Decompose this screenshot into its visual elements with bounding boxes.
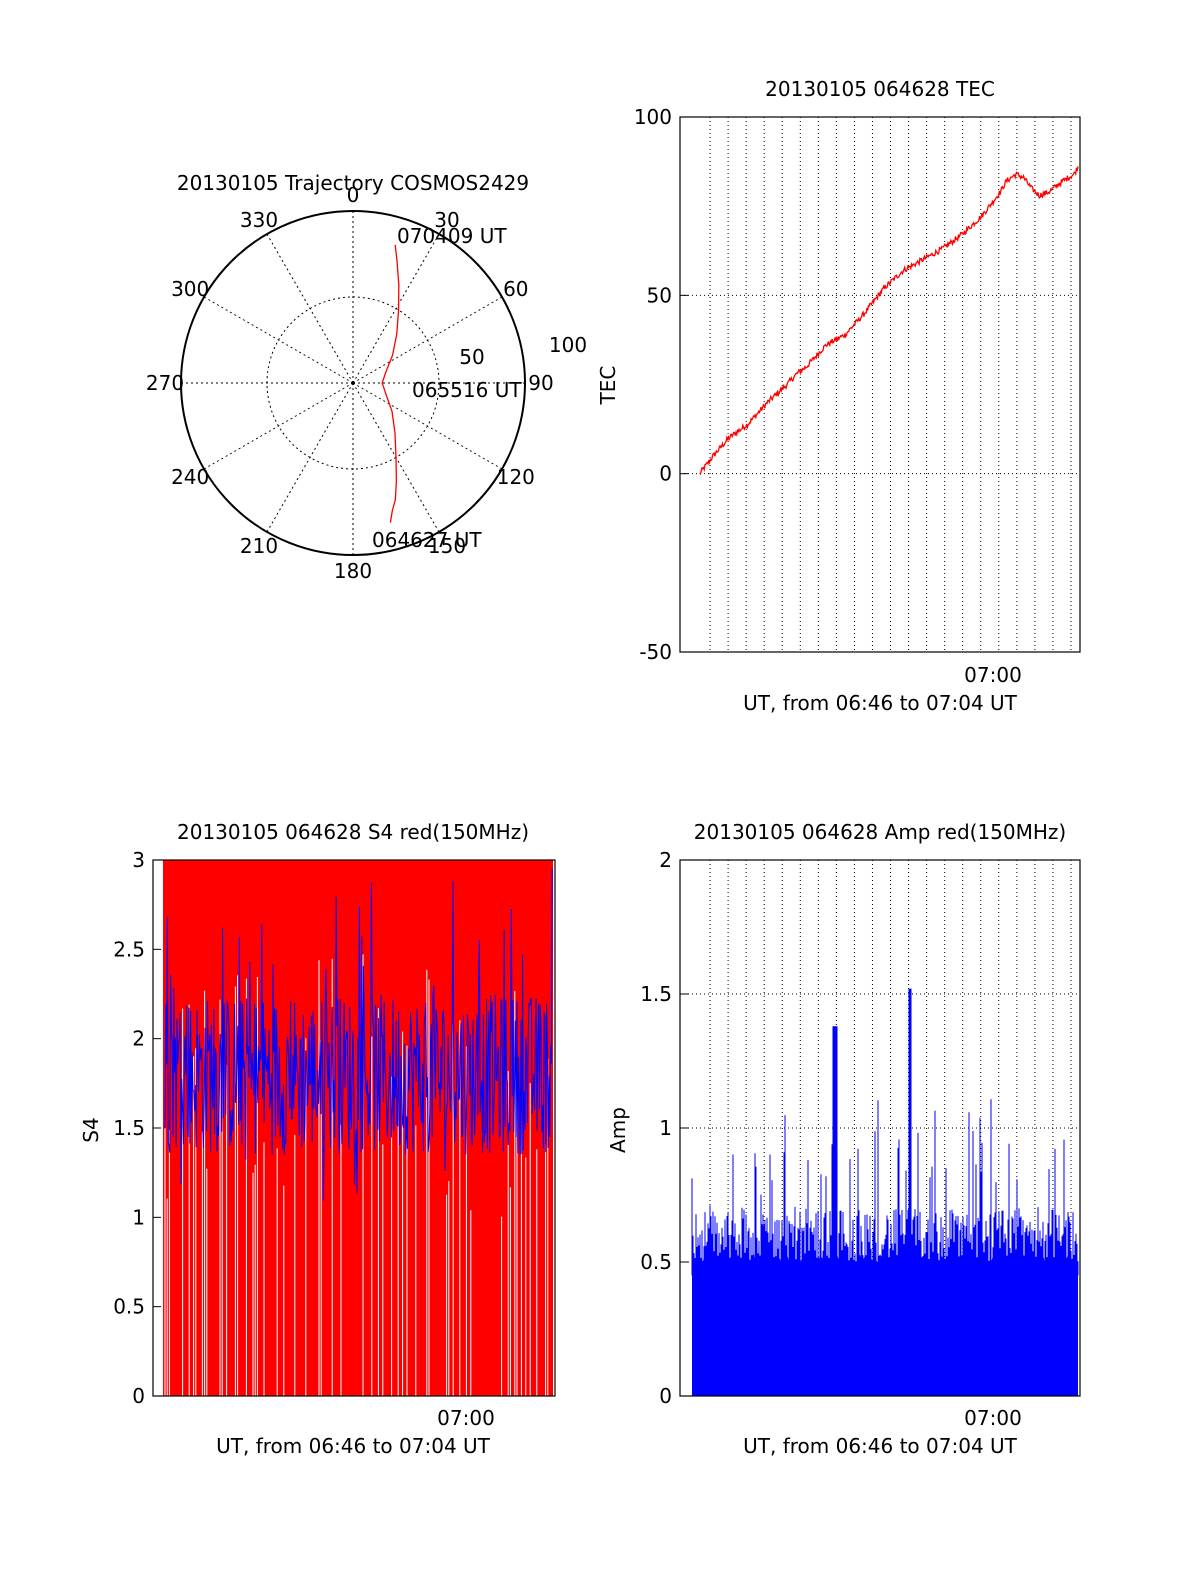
- s4-ylabel: S4: [79, 1117, 103, 1142]
- polar-azimuth-label-30: 30: [434, 208, 459, 232]
- s4-y-ticks: 0 0.5 1 1.5 2 2.5 3: [113, 848, 161, 1408]
- polar-annotation-start: 064627 UT: [372, 528, 482, 552]
- tec-ytick-label: 50: [647, 283, 672, 307]
- s4-xlabel: UT, from 06:46 to 07:04 UT: [216, 1434, 491, 1458]
- s4-ytick-label: 2: [132, 1027, 145, 1051]
- s4-ytick-label: 1: [132, 1205, 145, 1229]
- polar-annotation-mid: 065516 UT: [412, 378, 522, 402]
- s4-xtick-label: 07:00: [437, 1406, 495, 1430]
- polar-track-line: [381, 244, 400, 523]
- polar-azimuth-label-90: 90: [528, 371, 553, 395]
- polar-spoke-330: [266, 233, 354, 384]
- tec-xlabel: UT, from 06:46 to 07:04 UT: [743, 691, 1018, 715]
- amp-title: 20130105 064628 Amp red(150MHz): [694, 820, 1066, 844]
- polar-azimuth-label-150: 150: [428, 534, 466, 558]
- polar-azimuth-label-240: 240: [171, 465, 209, 489]
- amp-ytick-label: 1.5: [640, 982, 672, 1006]
- polar-spoke-240: [203, 382, 354, 470]
- tec-ytick-label: -50: [639, 640, 672, 664]
- polar-azimuth-label-330: 330: [240, 208, 278, 232]
- polar-spoke-30: [352, 233, 440, 384]
- amp-ylabel: Amp: [606, 1107, 630, 1153]
- tec-y-ticks: -50 0 50 100: [634, 105, 688, 664]
- polar-azimuth-label-270: 270: [146, 371, 184, 395]
- polar-azimuth-label-180: 180: [334, 559, 372, 583]
- amp-series-fill: [692, 1254, 1078, 1396]
- tec-ylabel: TEC: [596, 366, 620, 406]
- s4-ytick-label: 3: [132, 848, 145, 872]
- s4-ytick-label: 0.5: [113, 1295, 145, 1319]
- s4-ytick-label: 1.5: [113, 1116, 145, 1140]
- amp-ytick-label: 0: [659, 1384, 672, 1408]
- polar-radial-label-100: 100: [549, 333, 587, 357]
- tec-xtick-label: 07:00: [964, 663, 1022, 687]
- tec-series-line: [699, 166, 1079, 476]
- polar-spoke-120: [352, 382, 503, 470]
- amp-chart: 20130105 064628 Amp red(150MHz) 0 0.5 1 1.5…: [606, 820, 1081, 1458]
- polar-trajectory-chart: 20130105 Trajectory COSMOS2429 0 30 60 90 12…: [146, 171, 587, 583]
- polar-azimuth-label-0: 0: [347, 183, 360, 207]
- s4-ytick-label: 0: [132, 1384, 145, 1408]
- s4-chart: 20130105 064628 S4 red(150MHz) 0 0.5 1 1.5 2…: [79, 820, 556, 1458]
- tec-grid: [680, 117, 1080, 652]
- tec-title: 20130105 064628 TEC: [765, 77, 995, 101]
- amp-y-ticks: 0 0.5 1 1.5 2: [640, 848, 688, 1408]
- s4-ytick-label: 2.5: [113, 937, 145, 961]
- amp-ytick-label: 0.5: [640, 1250, 672, 1274]
- polar-azimuth-label-210: 210: [240, 534, 278, 558]
- tec-ytick-label: 100: [634, 105, 672, 129]
- amp-xtick-label: 07:00: [964, 1406, 1022, 1430]
- polar-azimuth-labels: 0 30 60 90 120 150 180 210 240 270 300 330: [146, 183, 554, 583]
- polar-azimuth-label-300: 300: [171, 277, 209, 301]
- polar-spoke-210: [266, 382, 354, 533]
- polar-azimuth-label-120: 120: [497, 465, 535, 489]
- tec-ytick-label: 0: [659, 462, 672, 486]
- amp-ytick-label: 2: [659, 848, 672, 872]
- polar-radial-label-50: 50: [459, 345, 484, 369]
- polar-spoke-300: [203, 296, 354, 384]
- polar-annotation-end: 070409 UT: [397, 224, 507, 248]
- s4-title: 20130105 064628 S4 red(150MHz): [177, 820, 529, 844]
- amp-xlabel: UT, from 06:46 to 07:04 UT: [743, 1434, 1018, 1458]
- tec-plot-frame: [679, 116, 1081, 653]
- s4-blue-series: [164, 868, 553, 1201]
- amp-series-spikes: [691, 988, 1079, 1276]
- polar-azimuth-label-60: 60: [503, 277, 528, 301]
- amp-ytick-label: 1: [659, 1116, 672, 1140]
- polar-spoke-60: [352, 296, 503, 384]
- polar-title: 20130105 Trajectory COSMOS2429: [177, 171, 529, 195]
